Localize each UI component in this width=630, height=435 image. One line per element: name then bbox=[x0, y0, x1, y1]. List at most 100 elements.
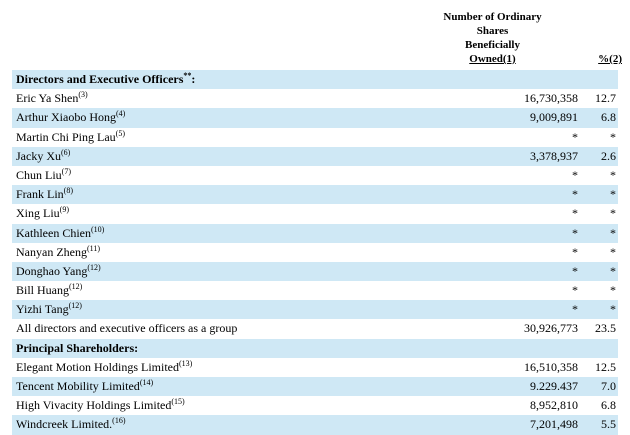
shares-value: 9,009,891 bbox=[530, 110, 578, 125]
table-row: Arthur Xiaobo Hong(4) 9,009,891 6.8 bbox=[12, 108, 618, 128]
holder-name: Eric Ya Shen(3) bbox=[16, 89, 88, 108]
section-header-row: Directors and Executive Officers**: bbox=[12, 70, 618, 90]
footnote-ref: (10) bbox=[90, 224, 105, 234]
table-row: Donghao Yang(12) * * bbox=[12, 261, 618, 282]
shares-value: 16,730,358 bbox=[524, 91, 578, 106]
footnote-ref: ** bbox=[183, 71, 192, 80]
colon: : bbox=[191, 72, 196, 86]
holder-name-text: Frank Lin bbox=[16, 187, 64, 202]
holder-name: Arthur Xiaobo Hong(4) bbox=[16, 108, 125, 127]
holder-name-text: Kathleen Chien bbox=[16, 225, 91, 240]
holder-name-text: Eric Ya Shen bbox=[16, 91, 79, 106]
holder-name: High Vivacity Holdings Limited(15) bbox=[16, 396, 185, 415]
table-row: Bill Huang(12) * * bbox=[12, 281, 618, 300]
percent-value: * bbox=[610, 187, 616, 202]
holder-name: Donghao Yang(12) bbox=[16, 262, 101, 281]
holder-name: Chun Liu(7) bbox=[16, 166, 71, 185]
header-line: Beneficially bbox=[465, 39, 520, 51]
shares-value: * bbox=[572, 206, 578, 221]
holder-name-text: Chun Liu bbox=[16, 167, 62, 182]
footnote-ref: (14) bbox=[139, 378, 154, 387]
holder-name: All directors and executive officers as … bbox=[16, 319, 237, 338]
footnote-ref: (9) bbox=[59, 205, 69, 215]
holder-name-text: Xing Liu bbox=[16, 206, 60, 221]
holder-name-text: Donghao Yang bbox=[16, 263, 88, 278]
percent-value: * bbox=[610, 244, 616, 259]
table-row: Yizhi Tang(12) * * bbox=[12, 300, 618, 320]
footnote-ref: (3) bbox=[78, 90, 88, 100]
footnote-ref: (12) bbox=[68, 301, 82, 311]
table-row: Elegant Motion Holdings Limited(13) 16,51… bbox=[12, 358, 618, 377]
shares-value: * bbox=[572, 129, 578, 144]
holder-name: Principal Shareholders: bbox=[16, 339, 138, 358]
percent-value: 6.8 bbox=[601, 110, 616, 125]
shares-value: 9.229.437 bbox=[530, 379, 578, 393]
table-row: Windcreek Limited.(16) 7,201,498 5.5 bbox=[12, 415, 618, 435]
table-row: Frank Lin(8) * * bbox=[12, 185, 618, 205]
table-row: Xing Liu(9) * * bbox=[12, 204, 618, 223]
percent-value: 6.8 bbox=[601, 398, 616, 413]
percent-value: 23.5 bbox=[595, 321, 616, 336]
table-row: Eric Ya Shen(3) 16,730,358 12.7 bbox=[12, 89, 618, 108]
percent-column-header: %(2) bbox=[598, 53, 622, 65]
table-row: Nanyan Zheng(11) * * bbox=[12, 243, 618, 262]
footnote-ref: (13) bbox=[178, 358, 193, 368]
shares-value: * bbox=[572, 244, 578, 259]
footnote-ref: (5) bbox=[115, 128, 125, 138]
percent-value: 12.7 bbox=[595, 91, 616, 106]
shares-value: * bbox=[572, 283, 578, 298]
footnote-ref: (15) bbox=[171, 397, 185, 407]
holder-name: Directors and Executive Officers**: bbox=[16, 70, 195, 89]
percent-value: * bbox=[610, 225, 616, 240]
header-line: Number of Ordinary bbox=[443, 11, 542, 23]
section-header-row: Principal Shareholders: bbox=[12, 338, 618, 358]
holder-name: Bill Huang(12) bbox=[16, 281, 82, 300]
holder-name-text: Martin Chi Ping Lau bbox=[16, 129, 116, 144]
percent-value: * bbox=[610, 167, 616, 182]
holder-name: Xing Liu(9) bbox=[16, 204, 69, 223]
table-row: Kathleen Chien(10) * * bbox=[12, 223, 618, 243]
shares-column-header: Number of Ordinary Shares Beneficially O… bbox=[410, 10, 575, 66]
percent-value: 2.6 bbox=[601, 148, 616, 163]
percent-value: * bbox=[610, 129, 616, 144]
holder-name: Jacky Xu(6) bbox=[16, 147, 70, 166]
footnote-ref: (12) bbox=[87, 262, 101, 272]
percent-value: * bbox=[610, 263, 616, 278]
footnote-ref: (12) bbox=[69, 282, 83, 292]
holder-name-text: Arthur Xiaobo Hong bbox=[16, 110, 116, 125]
footnote-ref: (6) bbox=[61, 147, 71, 157]
shares-value: 8,952,810 bbox=[530, 398, 578, 413]
holder-name-text: Principal Shareholders bbox=[16, 340, 135, 355]
holder-name-text: Nanyan Zheng bbox=[16, 244, 87, 259]
holder-name-text: Tencent Mobility Limited bbox=[16, 379, 140, 393]
header-line: Shares bbox=[476, 25, 509, 37]
holder-name-text: Elegant Motion Holdings Limited bbox=[16, 359, 179, 374]
table-row: Martin Chi Ping Lau(5) * * bbox=[12, 128, 618, 147]
holder-name-text: Bill Huang bbox=[16, 283, 69, 298]
footnote-ref: (7) bbox=[61, 166, 71, 176]
shares-value: * bbox=[572, 187, 578, 202]
holder-name-text: Windcreek Limited. bbox=[16, 417, 113, 432]
shares-value: * bbox=[572, 225, 578, 240]
header-line: Owned(1) bbox=[469, 53, 516, 65]
shares-value: 30,926,773 bbox=[524, 321, 578, 336]
holder-name: Windcreek Limited.(16) bbox=[16, 415, 125, 434]
shares-value: 3,378,937 bbox=[530, 148, 578, 163]
table-row: High Vivacity Holdings Limited(15) 8,952,… bbox=[12, 396, 618, 415]
holder-name-text: Yizhi Tang bbox=[16, 302, 69, 317]
holder-name: Martin Chi Ping Lau(5) bbox=[16, 128, 125, 147]
holder-name: Elegant Motion Holdings Limited(13) bbox=[16, 358, 192, 377]
holder-name-text: All directors and executive officers as … bbox=[16, 321, 238, 336]
holder-name: Yizhi Tang(12) bbox=[16, 300, 82, 319]
shares-value: 7,201,498 bbox=[530, 417, 578, 432]
percent-value: * bbox=[610, 206, 616, 221]
footnote-ref: (8) bbox=[63, 186, 73, 196]
percent-value: * bbox=[610, 283, 616, 298]
footnote-ref: (11) bbox=[86, 243, 101, 253]
ownership-table: Directors and Executive Officers**: Eric … bbox=[12, 70, 618, 435]
percent-value: 7.0 bbox=[601, 379, 616, 393]
holder-name: Tencent Mobility Limited(14) bbox=[16, 377, 153, 396]
percent-value: * bbox=[610, 302, 616, 317]
shares-value: * bbox=[572, 167, 578, 182]
table-row: Chun Liu(7) * * bbox=[12, 166, 618, 185]
